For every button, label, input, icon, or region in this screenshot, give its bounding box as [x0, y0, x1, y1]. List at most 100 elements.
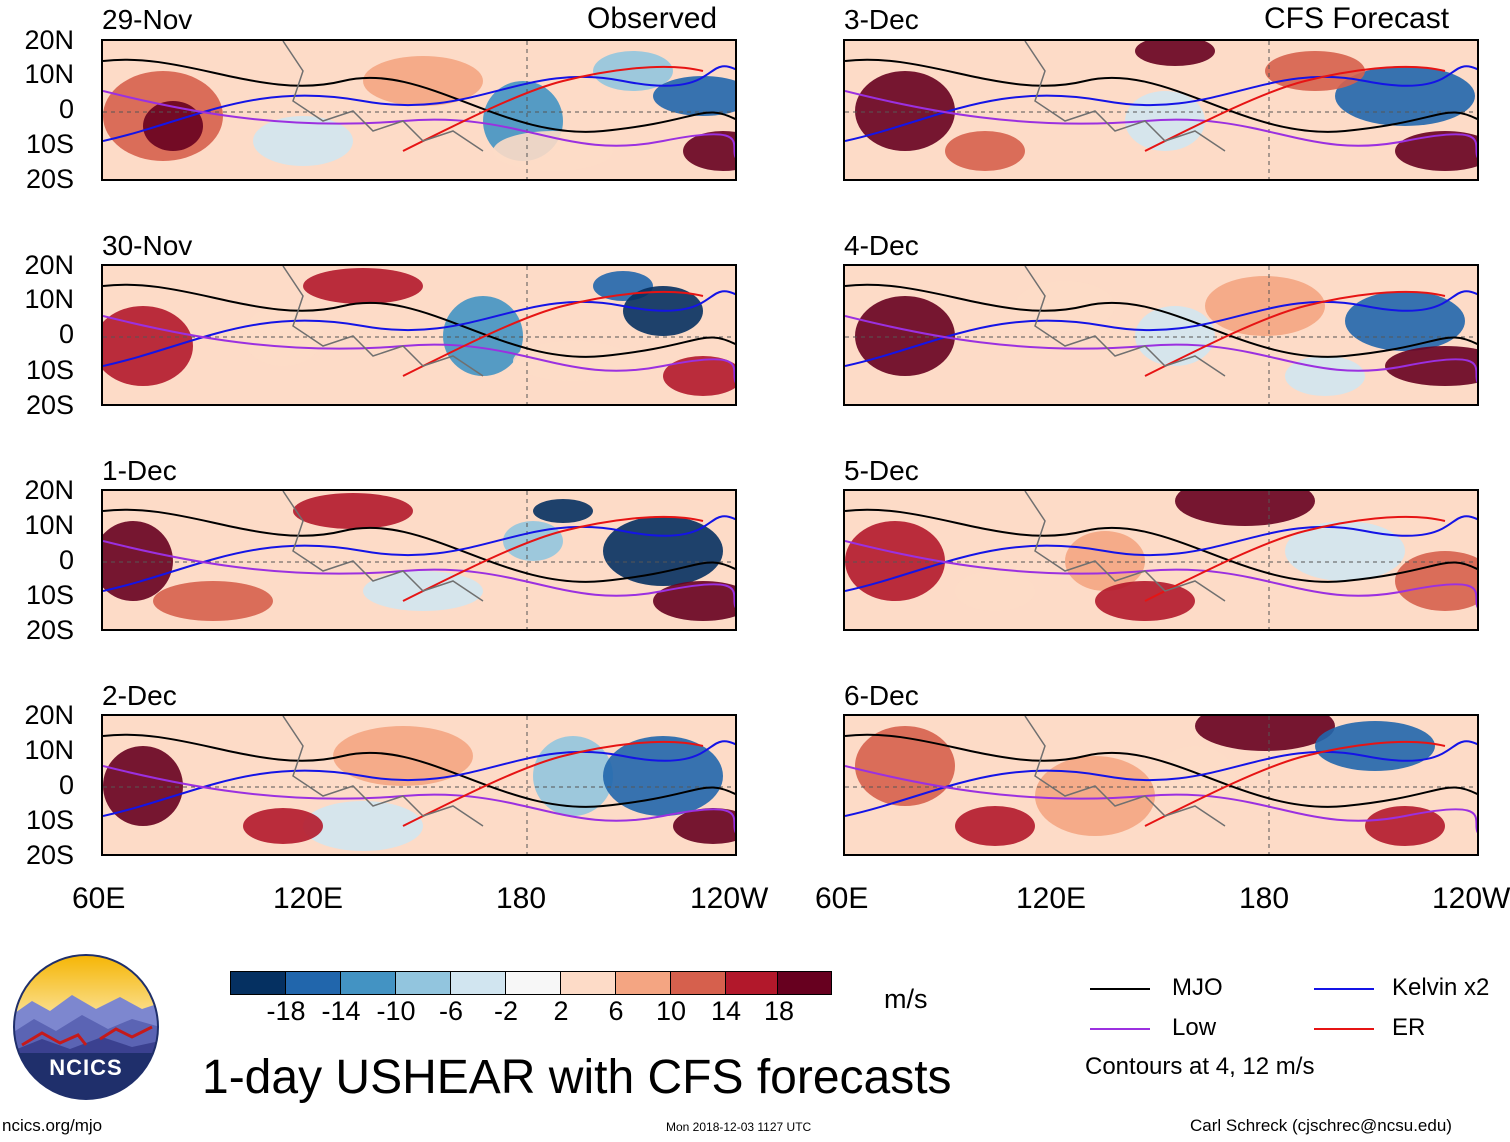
- lat-label: 20N: [24, 250, 74, 280]
- logo-text: NCICS: [49, 1055, 123, 1080]
- shear-anomaly-blob: [1135, 41, 1215, 66]
- shear-anomaly-blob: [1315, 721, 1435, 771]
- mjo-contour: [103, 508, 735, 583]
- map-panel-2-dec: [101, 714, 737, 856]
- shear-anomaly-blob: [673, 808, 735, 844]
- low-contour: [845, 90, 1477, 159]
- map-panel-30-nov: [101, 264, 737, 406]
- wind-shear-field: [103, 491, 735, 629]
- colorbar-unit: m/s: [884, 984, 928, 1014]
- lon-label: 120E: [1016, 882, 1087, 915]
- shear-anomaly-blob: [103, 521, 173, 601]
- map-panel-1-dec: [101, 489, 737, 631]
- er-contour: [402, 290, 704, 377]
- shear-anomaly-blob: [293, 493, 413, 529]
- lon-label: 60E: [815, 882, 869, 915]
- lat-label: 10N: [24, 510, 74, 540]
- lat-label: 20S: [25, 164, 74, 194]
- mjo-contour: [845, 508, 1477, 583]
- wind-shear-field: [103, 716, 735, 854]
- footer-timestamp: Mon 2018-12-03 1127 UTC: [666, 1120, 812, 1134]
- legend-line-low: [1090, 1028, 1150, 1030]
- shear-anomaly-blob: [1205, 276, 1325, 336]
- footer-url[interactable]: ncics.org/mjo: [2, 1116, 103, 1135]
- legend-label: ER: [1392, 1014, 1426, 1041]
- low-contour: [103, 90, 735, 159]
- lon-label: 180: [1239, 882, 1290, 915]
- shear-anomaly-blob: [1395, 551, 1477, 611]
- low-contour: [845, 540, 1477, 609]
- lat-label: 10N: [24, 284, 74, 314]
- legend-line-er: [1314, 1028, 1374, 1030]
- lat-label: 20S: [25, 615, 74, 645]
- low-contour: [845, 315, 1477, 384]
- colorbar-tick: 6: [608, 996, 624, 1026]
- shear-anomaly-blob: [303, 268, 423, 304]
- colorbar-swatch: [616, 971, 671, 995]
- coastline: [282, 491, 484, 602]
- shear-anomaly-blob: [1035, 756, 1155, 836]
- shear-anomaly-blob: [1385, 346, 1477, 386]
- coastline: [282, 716, 484, 827]
- lat-label: 10S: [25, 805, 74, 835]
- legend-line-mjo: [1090, 988, 1150, 990]
- lon-label: 180: [496, 882, 547, 915]
- shear-anomaly-blob: [363, 56, 483, 106]
- logo-graphic: [13, 954, 159, 1100]
- coastline: [1024, 716, 1226, 827]
- er-contour: [1144, 290, 1446, 377]
- lon-label: 120E: [273, 882, 344, 915]
- shear-anomaly-blob: [653, 581, 735, 621]
- mjo-contour: [845, 733, 1477, 808]
- shear-anomaly-blob: [1195, 716, 1335, 751]
- shear-anomaly-blob: [683, 131, 735, 171]
- low-contour: [103, 540, 735, 609]
- shear-anomaly-blob: [855, 726, 955, 806]
- colorbar-tick: -14: [321, 996, 361, 1026]
- kelvin-contour: [103, 65, 735, 142]
- legend-note: Contours at 4, 12 m/s: [1085, 1053, 1315, 1080]
- coastline: [1024, 41, 1226, 152]
- lat-label: 10S: [25, 129, 74, 159]
- coastline: [282, 41, 484, 152]
- lat-label: 0: [58, 770, 74, 800]
- legend-label: MJO: [1172, 974, 1223, 1001]
- kelvin-contour: [103, 290, 735, 367]
- wind-shear-field: [845, 41, 1477, 179]
- lon-label: 120W: [690, 882, 769, 915]
- observed-header: Observed: [587, 2, 718, 35]
- wind-shear-field: [103, 266, 735, 404]
- shear-anomaly-blob: [103, 746, 183, 826]
- shear-anomaly-blob: [533, 736, 613, 816]
- mjo-contour: [103, 58, 735, 133]
- kelvin-contour: [103, 515, 735, 592]
- kelvin-contour: [845, 515, 1477, 592]
- coastline: [282, 266, 484, 377]
- shear-anomaly-blob: [1015, 281, 1115, 331]
- lat-label: 20S: [25, 840, 74, 870]
- shear-anomaly-blob: [955, 806, 1035, 846]
- shear-anomaly-blob: [253, 116, 353, 166]
- shear-anomaly-blob: [513, 341, 633, 381]
- legend-line-kelvin: [1314, 988, 1374, 990]
- colorbar-tick: 10: [655, 996, 687, 1026]
- colorbar-swatch: [396, 971, 451, 995]
- shear-anomaly-blob: [493, 131, 613, 171]
- panel-date-label: 29-Nov: [102, 4, 193, 35]
- colorbar-tick: -18: [266, 996, 306, 1026]
- er-contour: [1144, 740, 1446, 827]
- lat-label: 0: [58, 94, 74, 124]
- mjo-contour: [103, 733, 735, 808]
- lat-label: 20N: [24, 700, 74, 730]
- lon-label: 60E: [72, 882, 126, 915]
- colorbar-swatch: [506, 971, 561, 995]
- shear-anomaly-blob: [1365, 806, 1445, 846]
- shear-anomaly-blob: [243, 306, 323, 366]
- shear-anomaly-blob: [845, 521, 945, 601]
- kelvin-contour: [103, 740, 735, 817]
- low-contour: [103, 765, 735, 834]
- panel-date-label: 4-Dec: [844, 230, 919, 261]
- map-panel-3-dec: [843, 39, 1479, 181]
- panel-date-label: 2-Dec: [102, 680, 177, 711]
- colorbar-swatch: [341, 971, 396, 995]
